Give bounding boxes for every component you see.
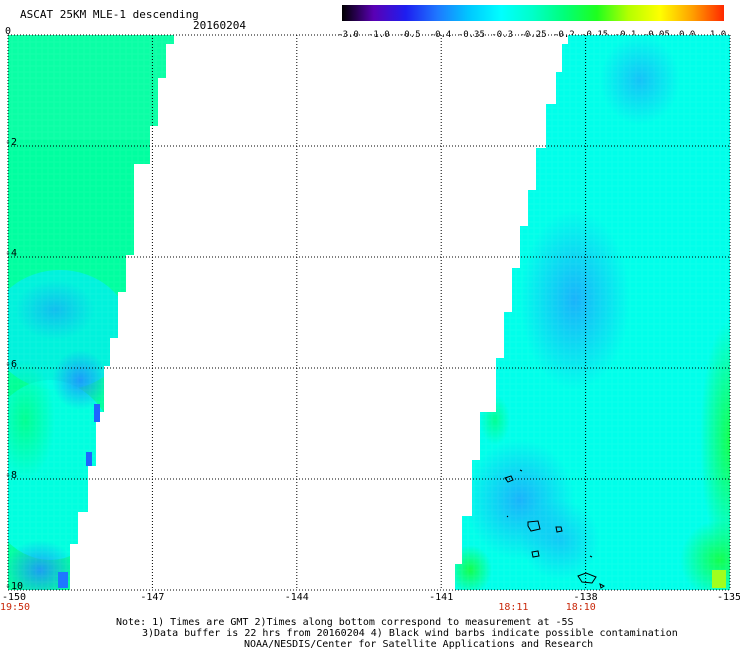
west-swath-edge-pixel [94,404,100,422]
note-line-2: 3)Data buffer is 22 hrs from 20160204 4)… [142,628,678,639]
latitude-label: -8 [5,470,18,481]
latitude-label: -4 [5,248,18,259]
color-scale-label: -0.3 [491,30,513,40]
longitude-label: -141 [429,592,454,603]
east-swath [455,35,730,590]
color-scale-bar [342,5,724,21]
west-swath-edge-pixel [58,572,68,588]
time-label: 19:50 [0,602,31,613]
map-date: 20160204 [193,19,246,32]
latitude-label: -6 [5,359,18,370]
west-swath [8,35,174,590]
longitude-label: -147 [140,592,165,603]
east-swath-edge-pixel [712,570,726,588]
map-title: ASCAT 25KM MLE-1 descending [20,8,199,21]
latitude-label: 0 [5,26,12,37]
note-line-1: Note: 1) Times are GMT 2)Times along bot… [116,617,574,628]
longitude-label: -138 [573,592,598,603]
color-scale-label: -0.5 [398,30,421,40]
time-label: 18:10 [565,602,596,613]
time-label: 18:11 [498,602,529,613]
west-swath-edge-pixel [86,452,92,466]
color-scale-label: -0.35 [457,30,485,40]
color-scale-label: -1.0 [367,30,390,40]
longitude-label: -150 [1,592,27,603]
latitude-label: -2 [5,137,18,148]
longitude-label: -135 [716,592,740,603]
latitude-label: -10 [5,581,24,592]
graticule [7,34,731,591]
color-scale-gradient [342,5,724,21]
longitude-label: -144 [284,592,309,603]
island-outlines [504,469,605,589]
note-line-3: NOAA/NESDIS/Center for Satellite Applica… [244,639,594,650]
